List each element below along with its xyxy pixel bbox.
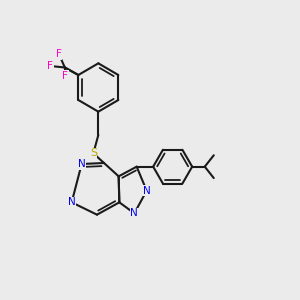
Text: N: N [78, 159, 86, 169]
Text: F: F [62, 71, 68, 81]
Text: N: N [130, 208, 138, 218]
Text: N: N [68, 197, 76, 207]
Text: S: S [90, 148, 97, 158]
Text: F: F [56, 49, 62, 59]
Text: F: F [47, 61, 53, 71]
Text: N: N [143, 186, 151, 196]
